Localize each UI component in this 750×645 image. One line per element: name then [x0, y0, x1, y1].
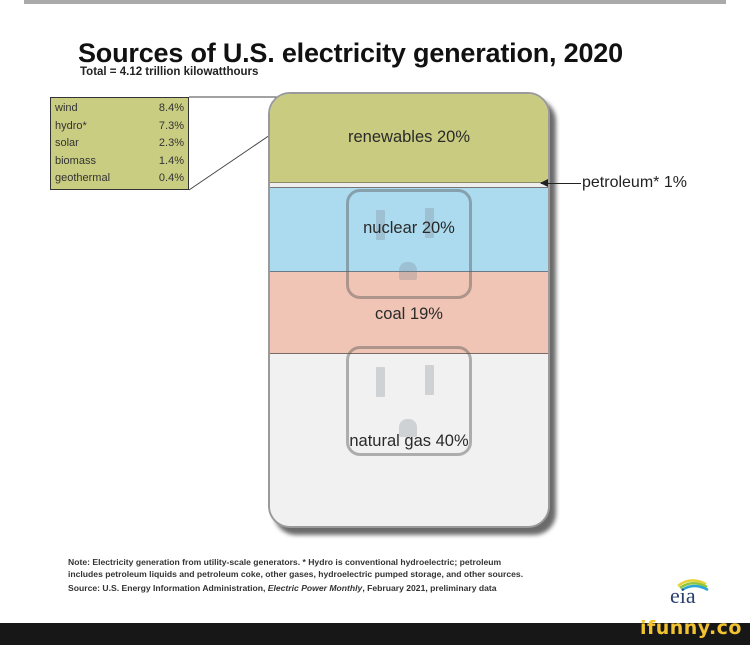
petroleum-arrow-icon	[540, 179, 581, 187]
top-border-bar	[24, 0, 726, 4]
ifunny-watermark: ifunny.co	[639, 617, 742, 639]
outlet-receptacle-upper-icon	[346, 189, 472, 299]
footnote-line-1: Note: Electricity generation from utilit…	[68, 557, 502, 567]
outlet-slot-icon	[425, 208, 434, 238]
source-publication: Electric Power Monthly	[267, 583, 363, 594]
source-line: Source: U.S. Energy Information Administ…	[68, 582, 523, 594]
breakdown-label: geothermal	[55, 172, 111, 185]
breakdown-value: 2.3%	[158, 137, 184, 150]
outlet-slot-icon	[376, 210, 385, 240]
breakdown-row-hydro: hydro* 7.3%	[55, 118, 184, 136]
breakdown-row-biomass: biomass 1.4%	[55, 153, 184, 171]
band-nuclear	[270, 188, 548, 272]
eia-logo-text: eia	[670, 583, 696, 608]
renewables-breakdown-table: wind 8.4% hydro* 7.3% solar 2.3% biomass…	[50, 97, 189, 190]
label-natural-gas: natural gas 40%	[349, 432, 469, 450]
chart-title: Sources of U.S. electricity generation, …	[78, 38, 623, 68]
outlet-receptacle-lower-icon	[346, 346, 472, 456]
outlet-slot-icon	[376, 367, 385, 397]
label-petroleum: petroleum* 1%	[582, 174, 687, 191]
label-nuclear: nuclear 20%	[363, 219, 455, 237]
breakdown-value: 1.4%	[158, 154, 184, 167]
outlet-plate-chart: renewables 20% nuclear 20% coal 19% natu…	[268, 92, 550, 528]
label-coal: coal 19%	[375, 305, 443, 323]
breakdown-label: solar	[55, 137, 79, 150]
breakdown-label: wind	[55, 102, 78, 114]
source-suffix: , February 2021, preliminary data	[362, 583, 497, 594]
breakdown-value: 7.3%	[158, 119, 184, 132]
breakdown-label: biomass	[55, 154, 96, 167]
outlet-ground-icon	[399, 262, 417, 280]
label-renewables: renewables 20%	[348, 128, 470, 146]
breakdown-label: hydro*	[55, 119, 87, 132]
watermark-bar	[0, 623, 750, 645]
band-petroleum	[270, 183, 548, 188]
footnote-line-2: includes petroleum liquids and petroleum…	[68, 569, 524, 580]
outlet-ground-icon	[399, 419, 417, 437]
footnote: Note: Electricity generation from utilit…	[68, 556, 523, 595]
breakdown-row-solar: solar 2.3%	[55, 135, 184, 153]
chart-subtitle: Total = 4.12 trillion kilowatthours	[80, 66, 259, 78]
source-prefix: Source: U.S. Energy Information Administ…	[68, 583, 268, 594]
breakdown-value: 8.4%	[158, 102, 184, 114]
eia-logo-icon	[677, 579, 709, 592]
band-renewables	[270, 94, 548, 183]
outlet-slot-icon	[425, 365, 434, 395]
band-natural-gas	[270, 354, 548, 526]
breakdown-value: 0.4%	[158, 172, 184, 185]
breakdown-row-wind: wind 8.4%	[55, 100, 184, 118]
band-coal	[270, 272, 548, 354]
breakdown-row-geothermal: geothermal 0.4%	[55, 170, 184, 188]
